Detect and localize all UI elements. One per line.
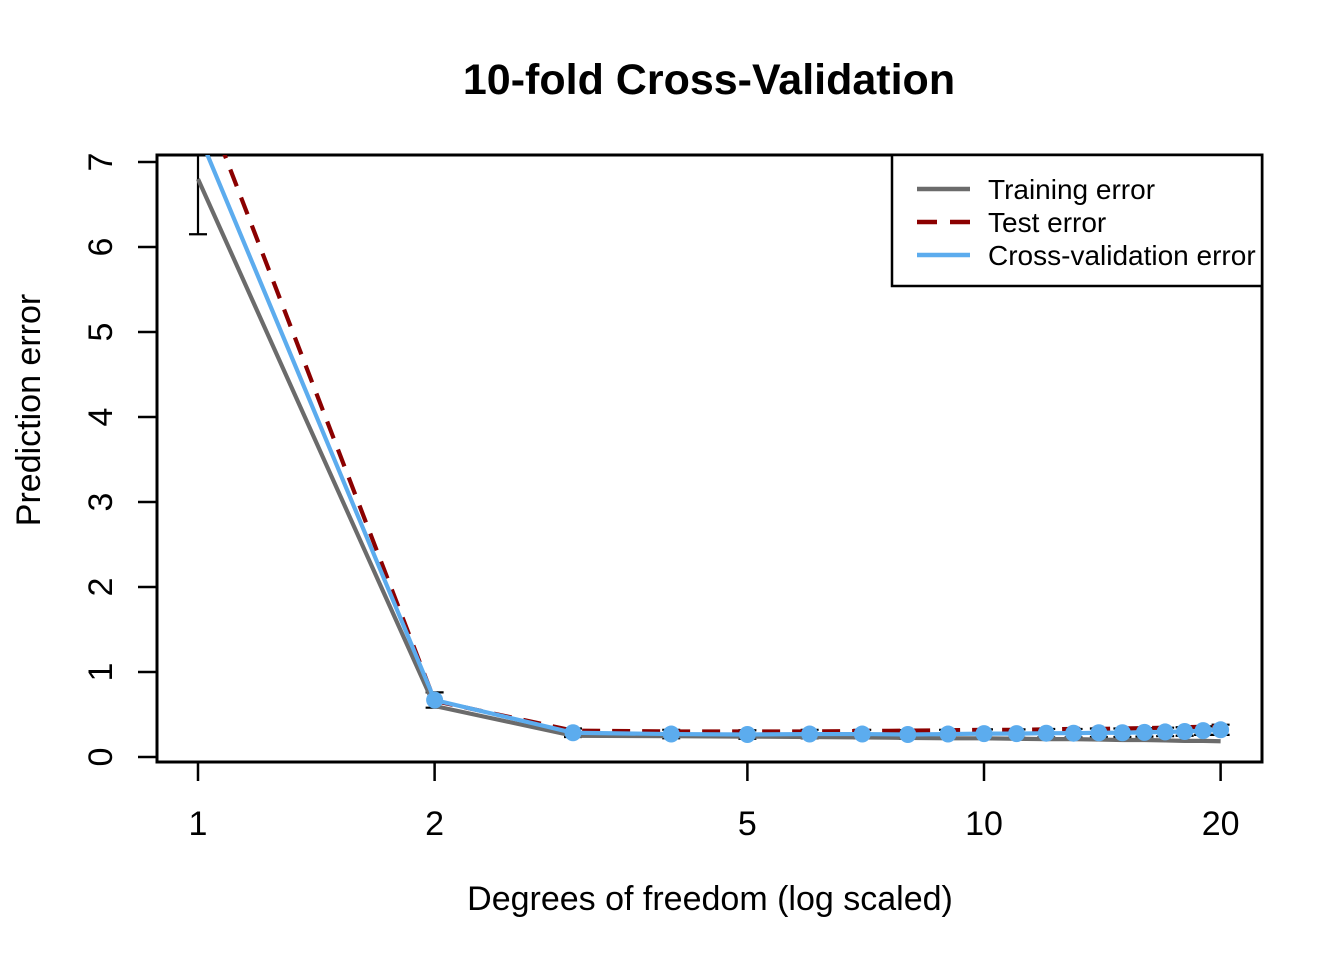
y-tick-label: 6 [82, 238, 120, 257]
data-point-marker [899, 725, 917, 743]
y-tick-label: 4 [82, 408, 120, 427]
y-tick-label: 5 [82, 323, 120, 342]
y-tick-label: 7 [82, 153, 120, 172]
data-point-marker [1176, 723, 1194, 740]
x-axis-label: Degrees of freedom (log scaled) [467, 880, 953, 918]
data-point-marker [1135, 723, 1153, 741]
x-tick-label: 2 [425, 805, 444, 843]
data-point-marker [1090, 724, 1108, 742]
data-point-marker [1037, 724, 1055, 742]
x-tick-label: 10 [965, 805, 1003, 843]
data-point-marker [190, 124, 207, 141]
data-point-marker [939, 725, 957, 743]
legend-entry-label: Cross-validation error [988, 240, 1256, 271]
data-point-marker [1156, 723, 1174, 741]
y-tick-label: 2 [82, 578, 120, 597]
data-point-marker [738, 725, 756, 743]
chart-title: 10-fold Cross-Validation [463, 56, 955, 104]
data-point-marker [1212, 721, 1230, 739]
data-point-marker [801, 725, 819, 743]
series-line-training-error [196, 178, 1221, 744]
y-axis-label: Prediction error [10, 294, 48, 526]
data-point-marker [426, 691, 444, 709]
data-point-marker [1113, 724, 1131, 742]
data-point-marker [975, 725, 993, 743]
data-point-marker [1194, 722, 1212, 740]
plot-series [189, 124, 1230, 744]
data-point-marker [662, 725, 680, 743]
x-axis: 1 2 5 10 20 [189, 762, 1240, 843]
data-point-marker [1065, 724, 1083, 742]
x-tick-label: 1 [189, 805, 208, 843]
y-tick-label: 1 [82, 663, 120, 682]
legend-entry-label: Test error [988, 207, 1106, 238]
data-point-marker [564, 724, 582, 742]
data-point-marker [853, 725, 871, 743]
y-axis: 0 1 2 3 4 5 6 7 [82, 153, 157, 767]
data-point-marker [1008, 725, 1026, 743]
plot-box [155, 153, 1264, 764]
legend-entry-label: Training error [988, 174, 1155, 205]
y-tick-label: 3 [82, 493, 120, 512]
x-tick-label: 20 [1202, 805, 1240, 843]
x-tick-label: 5 [738, 805, 757, 843]
y-tick-label: 0 [82, 748, 120, 767]
